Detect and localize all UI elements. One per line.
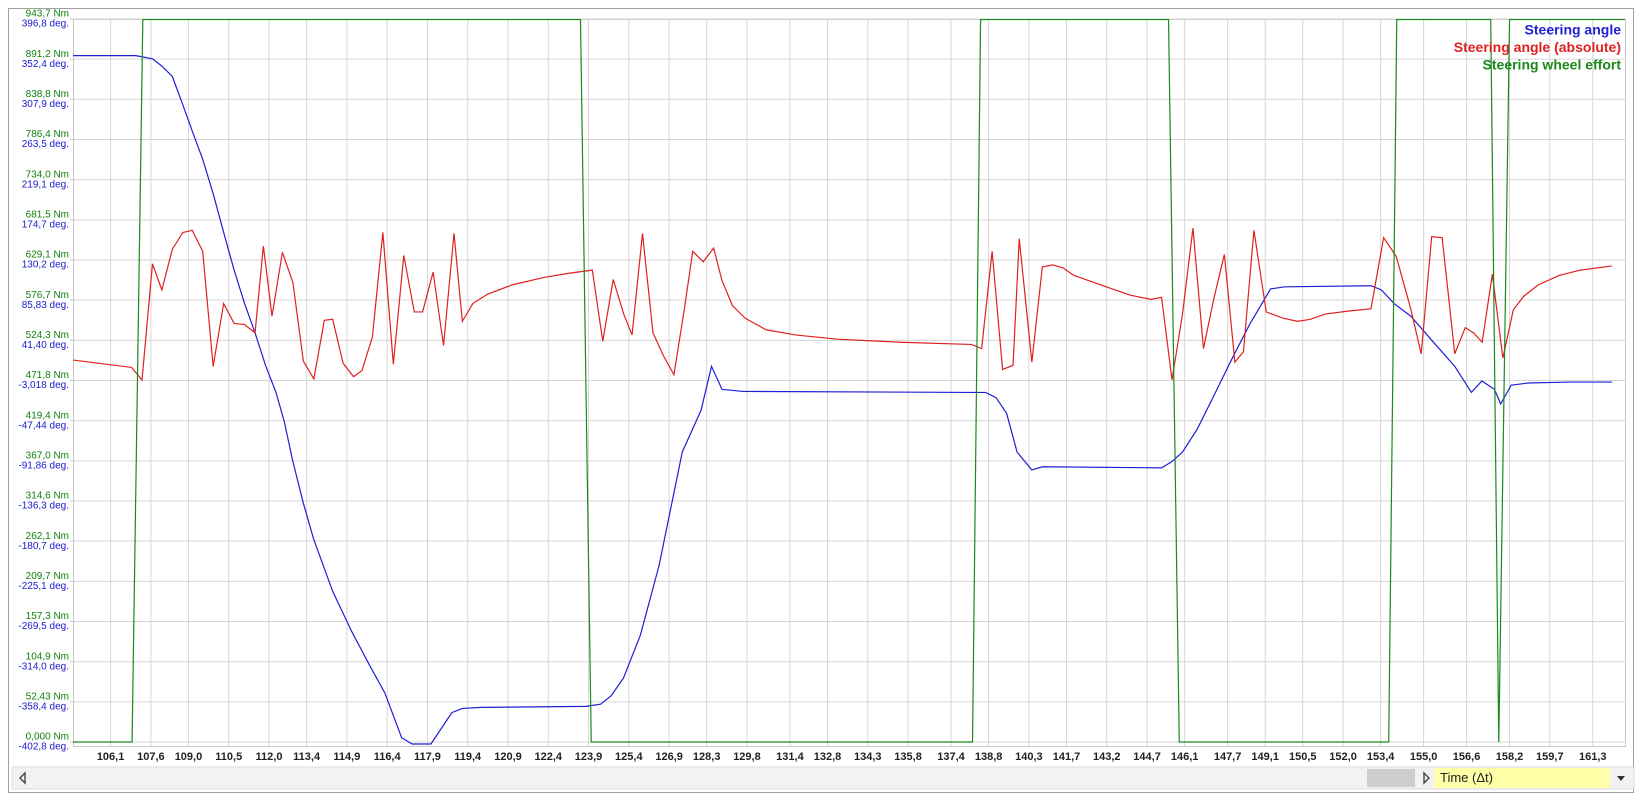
y-tick-label: -3,018 deg. — [18, 380, 69, 391]
y2-tick-label: 734,0 Nm — [26, 169, 69, 180]
x-tick-label: 159,7 — [1536, 751, 1564, 763]
x-tick-label: 131,4 — [776, 751, 804, 763]
scroll-track — [11, 766, 1635, 790]
y-tick-label: -269,5 deg. — [18, 621, 69, 632]
y2-tick-label: 838,8 Nm — [26, 89, 69, 100]
x-tick-label: 110,5 — [215, 751, 242, 763]
x-tick-label: 126,9 — [655, 751, 683, 763]
x-tick-label: 128,3 — [693, 751, 721, 763]
x-tick-label: 134,3 — [854, 751, 882, 763]
x-tick-label: 149,1 — [1251, 751, 1279, 763]
x-tick-label: 112,0 — [256, 751, 283, 763]
y2-tick-label: 681,5 Nm — [26, 210, 69, 221]
y-tick-label: -136,3 deg. — [18, 501, 69, 512]
y2-tick-label: 419,4 Nm — [26, 410, 69, 421]
y2-tick-label: 262,1 Nm — [26, 531, 69, 542]
y2-tick-label: 943,7 Nm — [26, 9, 69, 20]
x-tick-label: 117,9 — [414, 751, 441, 763]
y-tick-label: -47,44 deg. — [18, 420, 69, 431]
y2-tick-label: 891,2 Nm — [26, 49, 69, 60]
y2-tick-label: 157,3 Nm — [26, 611, 69, 622]
x-tick-label: 116,4 — [374, 751, 402, 763]
scroll-bar: Time (Δt) — [11, 766, 1635, 790]
y2-tick-label: 471,8 Nm — [26, 370, 69, 381]
y2-tick-label: 629,1 Nm — [26, 250, 69, 261]
x-tick-label: 107,6 — [137, 751, 165, 763]
series-line — [73, 228, 1612, 382]
x-tick-label: 125,4 — [615, 751, 643, 763]
x-tick-label: 144,7 — [1133, 751, 1161, 763]
x-tick-label: 106,1 — [97, 751, 125, 763]
x-tick-label: 152,0 — [1329, 751, 1357, 763]
x-tick-label: 113,4 — [293, 751, 321, 763]
y-tick-label: 85,83 deg. — [22, 300, 69, 311]
legend-entry: Steering angle — [1525, 22, 1622, 38]
x-tick-label: 138,8 — [975, 751, 1003, 763]
y2-tick-label: 209,7 Nm — [26, 571, 69, 582]
y2-tick-label: 314,6 Nm — [26, 491, 69, 502]
x-tick-label: 140,3 — [1015, 751, 1043, 763]
y2-tick-label: 524,3 Nm — [26, 330, 69, 341]
y-tick-label: 352,4 deg. — [22, 59, 69, 70]
y-tick-label: 219,1 deg. — [22, 179, 69, 190]
x-tick-label: 150,5 — [1289, 751, 1317, 763]
x-tick-label: 155,0 — [1410, 751, 1438, 763]
y2-tick-label: 576,7 Nm — [26, 290, 69, 301]
x-tick-label: 153,4 — [1367, 751, 1395, 763]
y-tick-label: -358,4 deg. — [18, 701, 69, 712]
scroll-thumb[interactable] — [1367, 769, 1415, 787]
x-tick-label: 129,8 — [733, 751, 761, 763]
x-tick-label: 158,2 — [1496, 751, 1524, 763]
legend-entry: Steering wheel effort — [1483, 57, 1622, 73]
scroll-right-button[interactable] — [1423, 771, 1430, 785]
x-tick-label: 123,9 — [575, 751, 603, 763]
y2-tick-label: 786,4 Nm — [26, 129, 69, 140]
y2-tick-label: 52,43 Nm — [26, 691, 69, 702]
x-tick-label: 122,4 — [535, 751, 563, 763]
y-tick-label: 263,5 deg. — [22, 139, 69, 150]
legend-entry: Steering angle (absolute) — [1454, 39, 1621, 55]
scroll-left-button[interactable] — [19, 771, 26, 785]
x-tick-label: 137,4 — [937, 751, 965, 763]
y-tick-label: -314,0 deg. — [18, 661, 69, 672]
axis-labels: 106,1 107,6 109,0 110,5 112,0 113,4 114,9 116,4… — [18, 9, 1606, 763]
y-tick-label: 174,7 deg. — [22, 219, 69, 230]
x-tick-label: 146,1 — [1171, 751, 1199, 763]
y-tick-label: -225,1 deg. — [18, 581, 69, 592]
x-selector[interactable] — [1434, 768, 1610, 788]
series-lines — [73, 18, 1625, 745]
x-tick-label: 141,7 — [1053, 751, 1081, 763]
dropdown-arrow[interactable] — [1617, 776, 1625, 781]
y-tick-label: -91,86 deg. — [18, 460, 69, 471]
x-tick-label: 120,9 — [494, 751, 522, 763]
plot-area — [73, 19, 1626, 747]
y-tick-label: 396,8 deg. — [22, 19, 69, 30]
x-tick-label: 143,2 — [1093, 751, 1121, 763]
series-line — [73, 18, 1625, 743]
y-tick-label: -402,8 deg. — [18, 742, 69, 753]
x-tick-label: 161,3 — [1579, 751, 1607, 763]
x-tick-label: 156,6 — [1453, 751, 1481, 763]
y-tick-label: 307,9 deg. — [22, 99, 69, 110]
x-tick-label: 132,8 — [814, 751, 842, 763]
y2-tick-label: 367,0 Nm — [26, 450, 69, 461]
x-tick-label: 119,4 — [454, 751, 482, 763]
y-tick-label: 41,40 deg. — [22, 340, 69, 351]
x-tick-label: 147,7 — [1214, 751, 1242, 763]
y2-tick-label: 0,000 Nm — [26, 732, 69, 743]
x-tick-label: 135,8 — [894, 751, 922, 763]
series-line — [73, 55, 1612, 745]
x-tick-label: 109,0 — [175, 751, 203, 763]
y2-tick-label: 104,9 Nm — [26, 651, 69, 662]
y-tick-label: -180,7 deg. — [18, 541, 69, 552]
x-tick-label: 114,9 — [333, 751, 360, 763]
y-tick-label: 130,2 deg. — [22, 260, 69, 271]
x-selector-label: Time (Δt) — [1440, 770, 1493, 785]
